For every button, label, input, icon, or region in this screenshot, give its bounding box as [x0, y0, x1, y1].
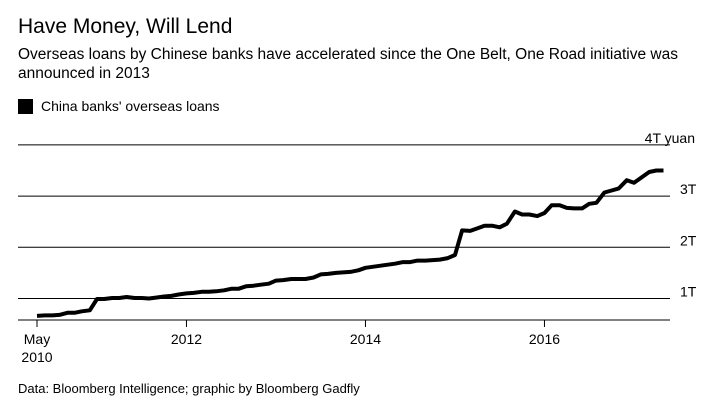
y-tick-label: 1T: [680, 284, 697, 300]
x-tick-label: May: [24, 331, 50, 347]
x-tick-label: 2014: [350, 331, 381, 347]
chart-subtitle: Overseas loans by Chinese banks have acc…: [18, 46, 678, 82]
y-tick-label: 2T: [680, 232, 697, 248]
legend-label: China banks' overseas loans: [41, 98, 220, 114]
series-line: [36, 168, 664, 318]
legend: China banks' overseas loans: [18, 98, 220, 114]
x-tick-label: 2016: [529, 331, 560, 347]
x-tick-label: 2012: [171, 331, 202, 347]
legend-swatch: [18, 98, 33, 114]
y-tick-label: 4T yuan: [645, 130, 695, 146]
source-note: Data: Bloomberg Intelligence; graphic by…: [18, 381, 360, 396]
chart-title: Have Money, Will Lend: [18, 15, 233, 38]
x-tick-label: 2010: [21, 349, 52, 365]
y-tick-label: 3T: [680, 181, 697, 197]
